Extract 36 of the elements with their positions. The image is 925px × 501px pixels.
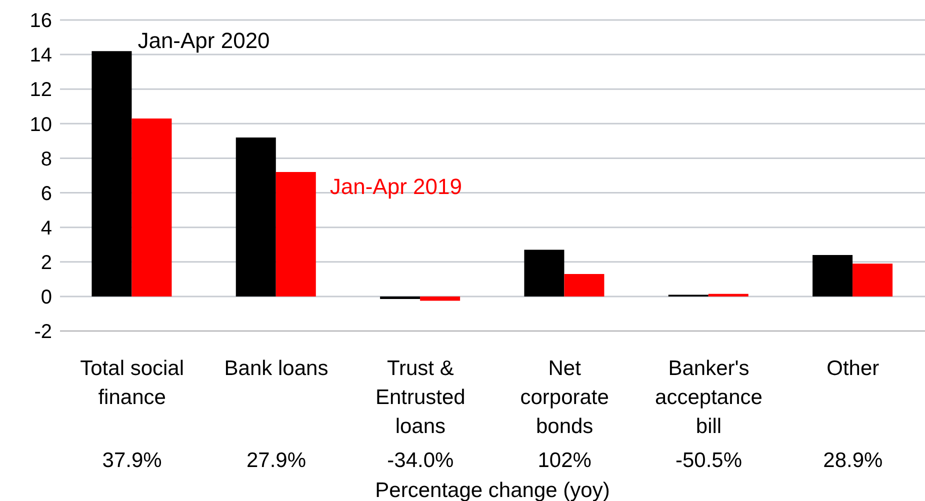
bar	[132, 118, 172, 296]
text: 37.9%	[102, 449, 162, 472]
y-tick-label: 8	[40, 148, 52, 170]
y-tick-label: -2	[34, 321, 52, 344]
bar	[524, 250, 564, 296]
y-tick-label: 12	[30, 79, 52, 102]
x-axis-title: Percentage change (yoy)	[375, 479, 610, 501]
x-tick-label: Banker's acceptance bill	[655, 357, 762, 438]
bar	[276, 172, 316, 296]
bar	[236, 137, 276, 296]
x-tick-label: Total social finance	[80, 357, 184, 409]
series-label: Jan-Apr 2020	[138, 28, 270, 54]
text: 27.9%	[246, 449, 306, 472]
bar	[708, 294, 748, 296]
y-tick-label: 0	[40, 286, 52, 309]
text: -50.5%	[675, 449, 742, 472]
bar	[380, 296, 420, 300]
bar	[564, 274, 604, 296]
y-tick-label: 16	[30, 10, 52, 32]
bar	[420, 296, 460, 301]
x-tick-label: Bank loans	[224, 357, 328, 380]
text: 28.9%	[823, 449, 883, 472]
x-tick-label: Trust & Entrusted loans	[375, 357, 466, 438]
y-tick-label: 2	[40, 252, 52, 274]
y-tick-label: 6	[40, 182, 52, 205]
y-tick-label: 14	[30, 44, 52, 67]
bar	[852, 264, 893, 296]
bar	[812, 254, 853, 296]
text: 102%	[538, 449, 592, 472]
bar	[92, 51, 132, 296]
text: -34.0%	[387, 449, 454, 472]
y-tick-label: 10	[30, 114, 52, 136]
y-tick-label: 4	[40, 217, 52, 240]
x-tick-label: Net corporate bonds	[520, 357, 609, 438]
series-label: Jan-Apr 2019	[330, 174, 462, 200]
x-tick-label: Other	[826, 357, 880, 380]
